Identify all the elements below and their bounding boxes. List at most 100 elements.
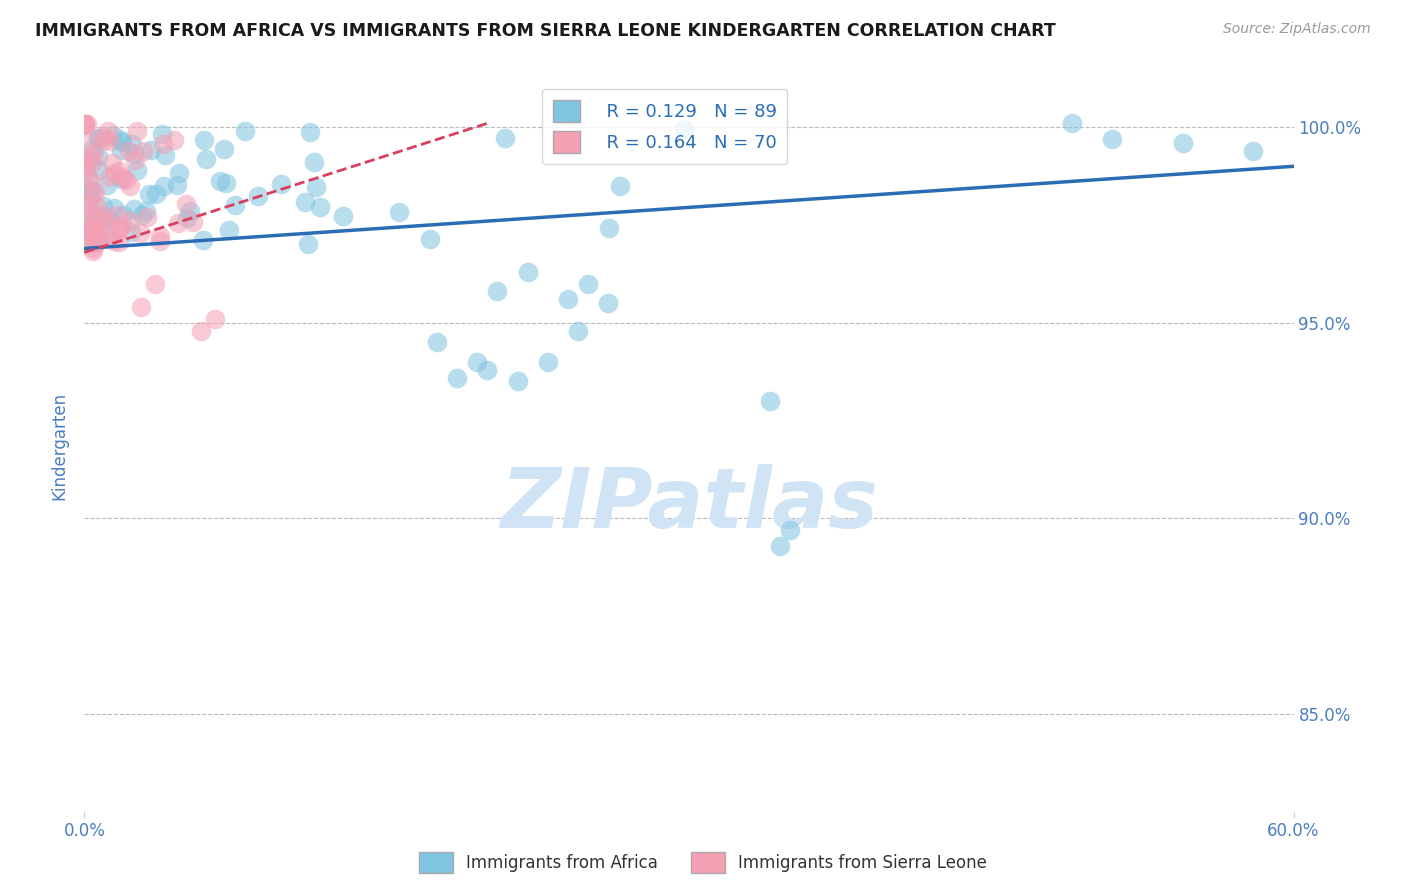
Point bbox=[76, 117, 98, 131]
Point bbox=[122, 147, 145, 161]
Point bbox=[118, 145, 141, 159]
Point bbox=[107, 222, 129, 236]
Point bbox=[73, 159, 96, 173]
Point bbox=[76, 216, 98, 230]
Point bbox=[86, 200, 108, 214]
Point bbox=[111, 219, 134, 233]
Point bbox=[149, 228, 172, 243]
Point bbox=[176, 197, 198, 211]
Point bbox=[506, 375, 529, 389]
Legend:   R = 0.129   N = 89,   R = 0.164   N = 70: R = 0.129 N = 89, R = 0.164 N = 70 bbox=[543, 89, 787, 164]
Point bbox=[83, 235, 105, 249]
Point bbox=[80, 151, 103, 165]
Point bbox=[128, 226, 150, 240]
Point bbox=[103, 128, 125, 143]
Point bbox=[494, 131, 516, 145]
Text: ZIPatlas: ZIPatlas bbox=[501, 464, 877, 545]
Point bbox=[194, 152, 217, 166]
Point bbox=[155, 148, 177, 162]
Point bbox=[124, 153, 146, 167]
Point bbox=[233, 123, 256, 137]
Point bbox=[125, 124, 148, 138]
Point bbox=[136, 210, 159, 224]
Point bbox=[84, 231, 107, 245]
Point bbox=[135, 203, 157, 218]
Point bbox=[80, 223, 103, 237]
Point bbox=[179, 204, 201, 219]
Point bbox=[1101, 132, 1123, 146]
Point bbox=[477, 362, 499, 376]
Point bbox=[82, 222, 104, 236]
Point bbox=[80, 143, 103, 157]
Point bbox=[166, 178, 188, 192]
Point bbox=[181, 215, 204, 229]
Point bbox=[93, 133, 115, 147]
Point bbox=[118, 214, 141, 228]
Point bbox=[82, 234, 104, 248]
Point bbox=[131, 208, 153, 222]
Point bbox=[110, 171, 132, 186]
Point bbox=[419, 231, 441, 245]
Point bbox=[97, 124, 120, 138]
Point bbox=[309, 200, 332, 214]
Point bbox=[129, 300, 152, 314]
Point bbox=[576, 277, 599, 291]
Point bbox=[84, 185, 107, 199]
Point bbox=[1241, 144, 1264, 158]
Y-axis label: Kindergarten: Kindergarten bbox=[51, 392, 69, 500]
Point bbox=[97, 170, 120, 185]
Point bbox=[122, 202, 145, 217]
Point bbox=[163, 133, 186, 147]
Point bbox=[91, 129, 114, 144]
Point bbox=[191, 233, 214, 247]
Point bbox=[332, 210, 354, 224]
Point bbox=[87, 219, 110, 233]
Point bbox=[270, 177, 292, 191]
Point bbox=[214, 142, 236, 156]
Point bbox=[80, 156, 103, 170]
Point bbox=[193, 133, 215, 147]
Point bbox=[89, 232, 111, 246]
Point bbox=[75, 228, 97, 243]
Point bbox=[91, 199, 114, 213]
Point bbox=[76, 215, 98, 229]
Point bbox=[176, 211, 198, 226]
Point bbox=[87, 132, 110, 146]
Point bbox=[73, 153, 96, 168]
Point bbox=[118, 179, 141, 194]
Point bbox=[82, 225, 104, 239]
Point bbox=[120, 225, 142, 239]
Point bbox=[153, 179, 176, 194]
Point bbox=[76, 199, 98, 213]
Point bbox=[79, 189, 101, 203]
Point bbox=[77, 200, 100, 214]
Point bbox=[77, 170, 100, 185]
Point bbox=[567, 324, 589, 338]
Point bbox=[112, 170, 135, 185]
Point bbox=[82, 215, 104, 229]
Point bbox=[132, 145, 155, 159]
Point bbox=[75, 179, 97, 194]
Point bbox=[609, 178, 631, 193]
Point bbox=[139, 143, 162, 157]
Point bbox=[101, 156, 124, 170]
Point bbox=[152, 136, 174, 151]
Point bbox=[111, 136, 134, 150]
Point bbox=[96, 178, 118, 192]
Point bbox=[103, 201, 125, 215]
Point bbox=[537, 355, 560, 369]
Point bbox=[73, 117, 96, 131]
Point bbox=[167, 216, 190, 230]
Point bbox=[91, 208, 114, 222]
Point bbox=[87, 149, 110, 163]
Point bbox=[247, 188, 270, 202]
Point bbox=[143, 277, 166, 291]
Point bbox=[108, 164, 131, 178]
Point bbox=[1171, 136, 1194, 150]
Point bbox=[302, 155, 325, 169]
Point bbox=[486, 285, 509, 299]
Point bbox=[77, 173, 100, 187]
Point bbox=[91, 211, 114, 225]
Point bbox=[87, 227, 110, 241]
Point bbox=[467, 355, 489, 369]
